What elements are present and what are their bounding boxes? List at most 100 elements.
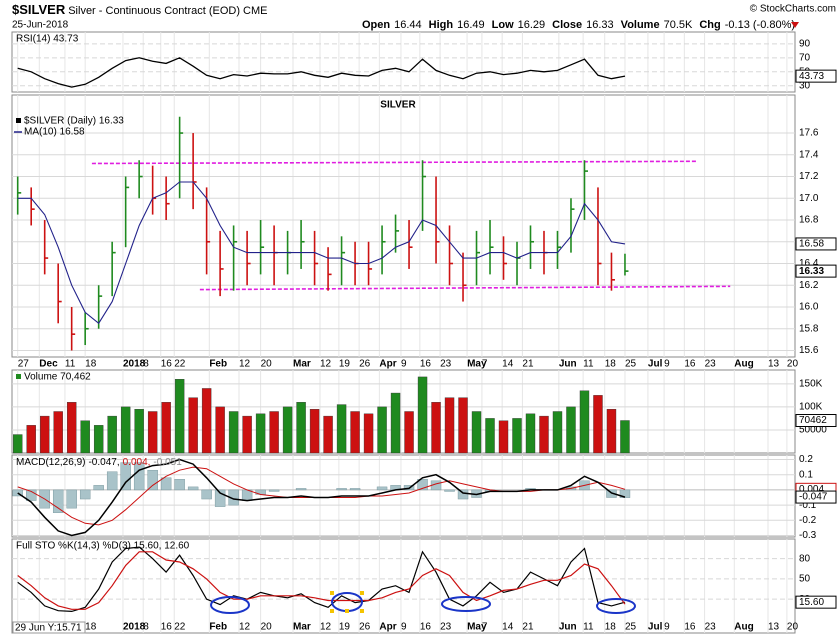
quote-value: -0.13 (-0.80%) <box>725 19 795 31</box>
legend: $SILVER (Daily) 16.33 <box>24 116 124 127</box>
x-tick-label: 27 <box>18 359 30 370</box>
value-tag: 15.60 <box>799 597 824 608</box>
quote-value: 16.33 <box>586 19 614 31</box>
y-tick-label: 150K <box>799 378 823 389</box>
symbol: $SILVER <box>12 2 66 17</box>
x-tick-label: 16 <box>161 359 173 370</box>
volume-bar <box>309 408 320 454</box>
x-tick-label: 14 <box>502 622 514 633</box>
x-tick-label: 13 <box>768 622 780 633</box>
y-tick-label: 100K <box>799 402 823 413</box>
volume-bar <box>282 406 293 454</box>
x-tick-label: 20 <box>261 359 273 370</box>
volume-bar <box>377 406 387 454</box>
volume-bar <box>269 411 279 454</box>
volume-bar <box>147 411 158 454</box>
x-tick-label: 8 <box>143 622 149 633</box>
quote-value: 70.5K <box>664 19 693 31</box>
y-tick-label: -0.1 <box>799 500 817 511</box>
x-tick-label: 20 <box>787 622 799 633</box>
x-tick-label: 16 <box>420 622 432 633</box>
histogram-bar <box>214 489 226 507</box>
x-tick-label: Dec <box>39 359 58 370</box>
value-tag-box <box>795 237 837 251</box>
quote-label: Open <box>362 19 390 31</box>
series-line <box>17 458 626 537</box>
histogram-bar <box>147 469 158 491</box>
volume-bar <box>66 402 77 454</box>
x-tick-label: 20 <box>261 622 273 633</box>
x-tick-label: Apr <box>379 359 396 370</box>
x-tick-label: 9 <box>664 359 670 370</box>
panel <box>11 94 796 358</box>
volume-bar <box>566 406 576 454</box>
histogram-bar <box>417 479 428 491</box>
volume-bar <box>404 411 414 454</box>
x-tick-label: 9 <box>664 622 670 633</box>
x-tick-label: Aug <box>734 622 753 633</box>
histogram-bar <box>336 488 347 491</box>
volume-bar <box>458 397 468 454</box>
y-tick-label: 0.2 <box>799 454 813 465</box>
quote-line: Open 16.44 High 16.49 Low 16.29 Close 16.33 Volu… <box>362 19 795 31</box>
trendline <box>199 285 731 291</box>
annotations <box>210 591 636 614</box>
histogram-bar <box>120 462 131 491</box>
legend-part: 0.004, <box>123 457 151 468</box>
histogram-bar <box>295 488 307 491</box>
legend-part: -0.047, <box>88 457 119 468</box>
volume-bar <box>26 425 36 454</box>
x-tick-label: 2018 <box>123 622 146 633</box>
y-tick-label: 30 <box>799 80 811 91</box>
x-tick-label: 18 <box>85 622 97 633</box>
x-tick-label: 18 <box>85 359 97 370</box>
volume-bar <box>107 415 117 454</box>
selection-handle <box>330 591 334 595</box>
x-tick-label: 19 <box>339 622 351 633</box>
x-tick-label: 11 <box>65 359 76 370</box>
volume-bar <box>431 402 441 454</box>
y-tick-label: 16.0 <box>799 302 819 313</box>
volume-bar <box>552 411 563 454</box>
value-tag: 16.33 <box>799 266 824 277</box>
x-tick-label: May <box>467 622 487 633</box>
x-tick-label: 23 <box>440 359 452 370</box>
volume-bar <box>39 415 50 454</box>
y-tick-label: 17.6 <box>799 128 819 139</box>
quote-label: High <box>429 19 454 31</box>
y-tick-label: 0.1 <box>799 469 813 480</box>
series-line <box>17 551 626 610</box>
volume-bar <box>188 397 198 454</box>
volume-bar <box>120 406 131 454</box>
histogram-bar <box>79 489 91 500</box>
value-tag: 16.58 <box>799 239 824 250</box>
cursor-label: 29 Jun Y:15.71 <box>15 623 82 634</box>
quote-value: 16.29 <box>518 19 546 31</box>
volume-bar <box>350 411 360 454</box>
highlight-oval <box>596 598 636 614</box>
x-tick-label: 12 <box>239 622 251 633</box>
x-tick-label: 12 <box>320 622 332 633</box>
volume-bar <box>525 413 536 454</box>
histogram-bar <box>457 489 469 500</box>
volume-bar <box>498 420 509 454</box>
selection-handle <box>345 609 349 613</box>
quote-value: 16.49 <box>457 19 485 31</box>
cursor-box <box>12 621 86 634</box>
histogram-bar <box>12 489 23 497</box>
value-tag-box <box>795 69 837 83</box>
value-tag-box <box>795 490 837 504</box>
value-tag: 70462 <box>799 415 827 426</box>
panel <box>11 31 796 93</box>
volume-bar <box>53 411 63 454</box>
histogram-bar <box>174 479 185 491</box>
x-tick-label: Aug <box>734 359 753 370</box>
volume-bar <box>620 420 630 454</box>
volume-bar <box>390 392 401 454</box>
y-tick-label: 16.4 <box>799 258 819 269</box>
volume-bar <box>296 402 306 454</box>
x-tick-label: 18 <box>605 359 617 370</box>
legend: RSI(14) 43.73 <box>16 34 79 45</box>
series-line <box>17 57 626 88</box>
